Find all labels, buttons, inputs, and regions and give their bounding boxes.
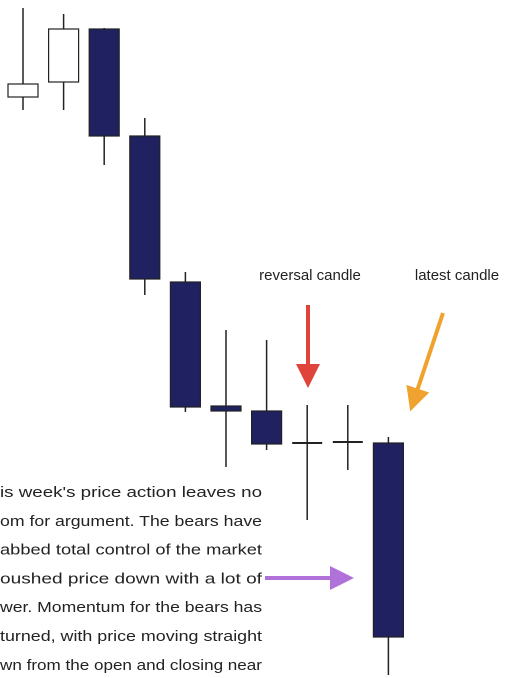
body xyxy=(210,405,242,412)
body xyxy=(129,135,161,280)
body xyxy=(169,281,201,408)
text-line: wer. Momentum for the bears has xyxy=(0,599,262,616)
text-line: oushed price down with a lot of xyxy=(0,570,263,587)
text-line: wn from the open and closing near xyxy=(0,657,262,674)
text-line: is week's price action leaves no xyxy=(0,484,262,501)
paragraph: is week's price action leaves no om for a… xyxy=(0,484,263,674)
arrow xyxy=(406,312,445,412)
annotation: latest candle xyxy=(415,267,499,284)
body xyxy=(47,28,80,83)
body xyxy=(7,83,39,98)
text-line: abbed total control of the market xyxy=(0,542,263,559)
body xyxy=(372,442,404,638)
text-line: om for argument. The bears have xyxy=(0,513,262,530)
body xyxy=(251,410,283,445)
text-line: turned, with price moving straight xyxy=(0,628,263,645)
body xyxy=(88,28,120,137)
annotation: reversal candle xyxy=(259,267,361,284)
